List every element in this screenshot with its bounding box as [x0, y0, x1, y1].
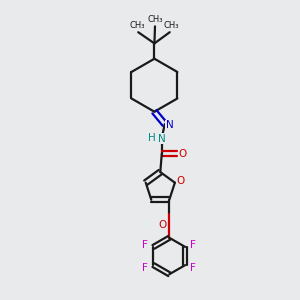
- Text: F: F: [142, 262, 148, 272]
- Text: O: O: [159, 220, 167, 230]
- Text: N: N: [166, 120, 173, 130]
- Text: CH₃: CH₃: [130, 21, 146, 30]
- Text: CH₃: CH₃: [164, 21, 179, 30]
- Text: CH₃: CH₃: [147, 15, 163, 24]
- Text: O: O: [179, 148, 187, 158]
- Text: F: F: [190, 262, 196, 272]
- Text: N: N: [158, 134, 166, 144]
- Text: F: F: [142, 239, 148, 250]
- Text: H: H: [148, 133, 156, 142]
- Text: F: F: [190, 239, 196, 250]
- Text: O: O: [177, 176, 185, 186]
